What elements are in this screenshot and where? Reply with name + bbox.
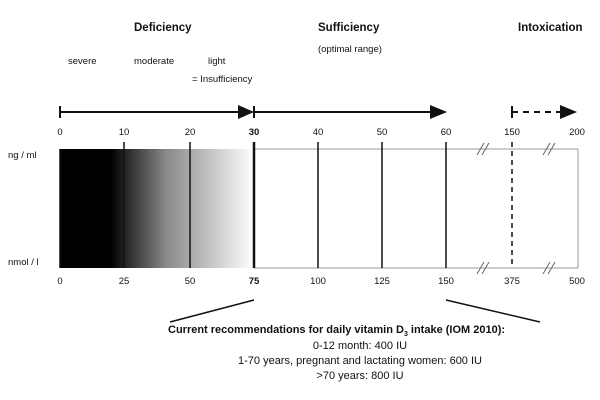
tick-top: 40 — [312, 127, 324, 138]
recommendation-line: >70 years: 800 IU — [316, 370, 404, 382]
tick-top: 30 — [248, 127, 260, 138]
tick-bottom: 50 — [184, 276, 196, 287]
tick-top: 200 — [569, 127, 585, 138]
deficiency-heading: Deficiency — [134, 22, 192, 34]
tick-bottom: 150 — [438, 276, 454, 287]
tick-top: 150 — [504, 127, 520, 138]
recommendations-title-subscript: 3 — [403, 331, 408, 339]
recommendation-connector-left — [169, 299, 255, 323]
tick-bottom: 100 — [310, 276, 326, 287]
recommendations-title-text: Current recommendations for daily vitami… — [168, 324, 404, 336]
tick-top: 50 — [376, 127, 388, 138]
insufficiency-label: = Insufficiency — [192, 74, 253, 85]
recommendations-title: Current recommendations for daily vitami… — [168, 324, 505, 338]
severity-moderate: moderate — [134, 56, 175, 67]
severity-light: light — [208, 56, 226, 67]
recommendations-title-suffix: intake (IOM 2010): — [407, 324, 506, 336]
sufficiency-range-arrow — [253, 105, 447, 119]
axis-break-marks — [476, 142, 556, 275]
tick-bottom: 0 — [57, 276, 63, 287]
unit-top-label: ng / ml — [8, 150, 37, 161]
tick-bottom: 500 — [569, 276, 585, 287]
intoxication-range-arrow — [511, 105, 577, 119]
tick-top: 0 — [57, 127, 63, 138]
recommendation-connector-right — [445, 299, 541, 323]
tick-top: 20 — [184, 127, 196, 138]
recommendation-line: 0-12 month: 400 IU — [312, 340, 408, 352]
tick-bottom: 125 — [374, 276, 390, 287]
tick-bottom: 375 — [504, 276, 520, 287]
deficiency-range-arrow — [59, 105, 254, 119]
tick-top: 60 — [440, 127, 452, 138]
tick-top: 10 — [118, 127, 130, 138]
tick-bottom: 75 — [248, 276, 260, 287]
sufficiency-heading: Sufficiency — [318, 22, 380, 34]
recommendation-line: 1-70 years, pregnant and lactating women… — [238, 355, 482, 367]
sufficiency-note: (optimal range) — [318, 44, 382, 55]
intoxication-heading: Intoxication — [518, 22, 583, 34]
deficiency-gradient-bar — [60, 149, 254, 268]
severity-severe: severe — [68, 56, 97, 67]
unit-bottom-label: nmol / l — [8, 257, 39, 268]
tick-bottom: 25 — [118, 276, 130, 287]
